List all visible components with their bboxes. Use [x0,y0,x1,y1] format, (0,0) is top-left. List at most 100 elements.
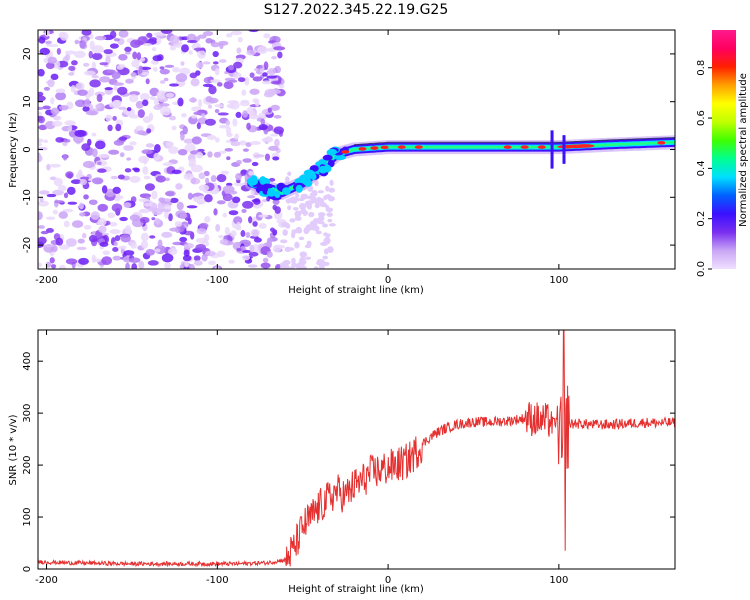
y-tick-label: 200 [22,456,33,475]
heatmap-noise-blob [57,185,67,192]
heatmap-noise-blob [153,32,166,37]
heatmap-noise-blob [218,124,230,129]
heatmap-noise-blob [49,257,55,264]
signal-blob [322,154,333,161]
heatmap-noise-blob [232,196,241,204]
heatmap-noise-blob [89,79,101,88]
heatmap-noise-blob [240,230,246,238]
heatmap-noise-blob [226,182,233,187]
heatmap-noise-blob [45,40,52,45]
heatmap-noise-blob [184,143,196,153]
heatmap-noise-blob [328,187,335,193]
heatmap-noise-blob [228,64,235,71]
heatmap-noise-blob [169,83,180,87]
heatmap-noise-blob [138,260,145,269]
heatmap-noise-blob [70,179,82,185]
heatmap-noise-blob [53,177,63,187]
heatmap-noise-blob [225,33,233,38]
heatmap-noise-blob [225,120,231,126]
heatmap-noise-blob [38,142,43,147]
heatmap-noise-blob [59,31,69,41]
heatmap-noise-blob [228,210,239,216]
y-tick-label: 10 [22,95,33,108]
spectrogram-y-ticks: -20 -10 0 10 20 [22,48,675,253]
heatmap-noise-blob [74,129,86,138]
heatmap-noise-blob [197,49,206,59]
heatmap-noise-blob [187,192,193,200]
heatmap-noise-blob [267,67,276,76]
colorbar-ticks: 0.0 0.2 0.4 0.6 0.8 [696,60,712,277]
heatmap-noise-blob [109,43,119,49]
heatmap-noise-blob [97,161,102,165]
heatmap-noise-blob [216,82,223,87]
heatmap-noise-blob [298,197,305,202]
heatmap-noise-blob [125,78,134,84]
heatmap-noise-blob [230,30,243,36]
signal-spike [550,130,554,169]
heatmap-noise-blob [151,47,157,52]
heatmap-noise-blob [271,55,278,60]
heatmap-noise-blob [264,153,271,161]
heatmap-noise-blob [89,40,95,50]
heatmap-noise-blob [263,61,269,71]
heatmap-noise-blob [222,185,235,193]
heatmap-noise-blob [196,122,201,130]
signal-hotspot [414,145,423,149]
heatmap-noise-blob [137,130,147,136]
x-tick-label: 0 [385,575,391,586]
signal-blob [282,187,291,195]
signal-blob [303,169,315,176]
heatmap-noise-blob [242,249,252,253]
heatmap-noise-blob [169,45,177,51]
heatmap-noise-blob [204,194,213,203]
heatmap-noise-blob [261,199,268,203]
x-tick-label: 0 [385,275,391,286]
colorbar-tick-label: 0.0 [696,261,707,277]
heatmap-noise-blob [102,250,110,256]
heatmap-noise-blob [91,52,103,61]
heatmap-noise-blob [75,83,83,89]
heatmap-noise-blob [262,72,268,77]
heatmap-noise-blob [159,68,170,75]
snr-x-ticks: -200 -100 0 100 [35,330,568,586]
heatmap-noise-blob [252,98,259,103]
snr-y-ticks: 0 100 200 300 400 [22,352,675,572]
x-tick-label: 100 [549,575,568,586]
heatmap-noise-blob [214,109,220,114]
heatmap-noise-blob [108,149,120,155]
heatmap-noise-blob [120,234,131,243]
heatmap-noise-blob [241,208,247,214]
heatmap-noise-blob [190,78,200,87]
heatmap-noise-blob [315,230,322,235]
heatmap-noise-blob [59,244,70,250]
heatmap-noise-blob [97,218,107,226]
heatmap-noise-blob [270,104,280,111]
heatmap-noise-blob [154,248,161,253]
heatmap-noise-blob [220,170,230,175]
heatmap-noise-blob [236,47,242,54]
heatmap-noise-blob [107,124,113,132]
heatmap-noise-blob [249,244,255,253]
heatmap-noise-blob [292,206,299,211]
heatmap-noise-blob [253,237,262,243]
heatmap-noise-blob [46,193,57,198]
heatmap-noise-blob [43,244,54,248]
heatmap-noise-blob [264,136,273,142]
page-title: S127.2022.345.22.19.G25 [263,2,449,18]
heatmap-noise-blob [214,137,220,143]
heatmap-noise-blob [67,201,78,205]
heatmap-noise-blob [319,202,327,208]
heatmap-noise-blob [65,258,78,265]
heatmap-noise-blob [113,241,118,247]
heatmap-noise-blob [309,225,318,231]
heatmap-noise-blob [64,120,76,126]
heatmap-noise-blob [269,89,281,95]
heatmap-noise-blob [148,112,154,121]
heatmap-noise-blob [260,262,271,269]
heatmap-noise-blob [266,239,273,248]
heatmap-noise-blob [53,115,62,121]
heatmap-noise-blob [129,114,140,119]
heatmap-noise-blob [58,211,68,219]
heatmap-noise-blob [129,214,141,222]
heatmap-noise-blob [74,99,87,108]
